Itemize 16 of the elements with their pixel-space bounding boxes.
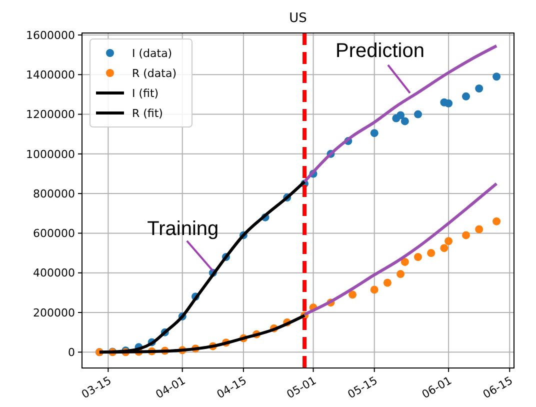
chart-title: US bbox=[289, 11, 307, 26]
legend-label: R (data) bbox=[132, 66, 176, 80]
y-tick-label: 1000000 bbox=[26, 148, 75, 161]
y-tick-label: 1600000 bbox=[26, 28, 75, 42]
legend-label: I (fit) bbox=[132, 86, 159, 100]
y-tick-label: 1200000 bbox=[26, 108, 75, 122]
legend-label: I (data) bbox=[132, 46, 172, 60]
y-tick-label: 200000 bbox=[33, 306, 75, 320]
y-tick-label: 0 bbox=[68, 346, 75, 359]
y-tick-label: 600000 bbox=[33, 227, 75, 240]
annotation: Training bbox=[147, 218, 219, 240]
legend-label: R (fit) bbox=[132, 106, 163, 120]
y-tick-label: 400000 bbox=[33, 266, 75, 280]
annotation: Prediction bbox=[336, 40, 424, 62]
y-tick-label: 1400000 bbox=[26, 68, 75, 82]
y-tick-label: 800000 bbox=[33, 187, 75, 200]
